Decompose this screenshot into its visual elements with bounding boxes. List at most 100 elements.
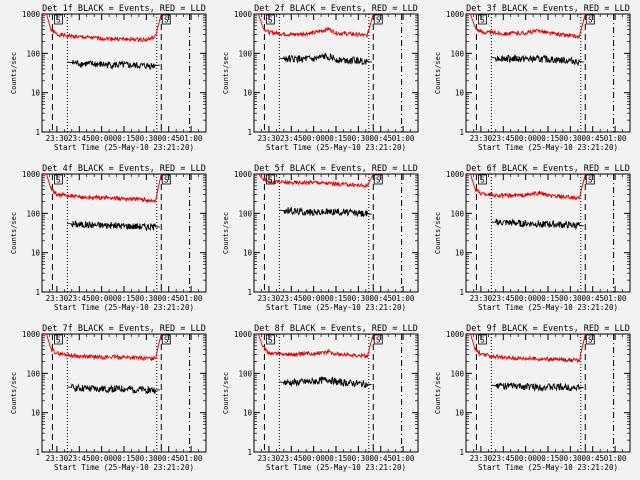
annotation-label: S <box>268 16 273 25</box>
y-axis-label: Counts/sec <box>10 372 18 414</box>
saa-annotation: S <box>373 14 383 25</box>
x-tick-label: 23:30 <box>258 454 281 463</box>
x-tick-label: 23:45 <box>68 134 91 143</box>
x-tick-label: 00:30 <box>347 294 370 303</box>
x-tick-label: 00:15 <box>325 454 348 463</box>
annotation-box <box>266 174 275 185</box>
x-tick-label: 00:30 <box>135 294 158 303</box>
events-series-line <box>279 52 372 66</box>
saa-annotation: S <box>266 334 275 345</box>
saa-annotation: S <box>266 14 275 25</box>
lld-series-line <box>258 13 374 39</box>
x-axis-label: Start Time (25-May-10 23:21:20) <box>54 303 194 312</box>
annotation-box <box>373 334 383 345</box>
x-tick-label: 00:00 <box>90 454 113 463</box>
saa-annotation: S <box>54 14 63 25</box>
y-tick-label: 10 <box>455 409 465 418</box>
annotation-box <box>266 334 275 345</box>
saa-annotation: S <box>373 174 383 185</box>
lld-series-line <box>258 173 374 189</box>
y-tick-label: 100 <box>238 49 252 58</box>
plot-frame <box>253 173 419 293</box>
annotation-label: S <box>376 336 381 345</box>
annotation-box <box>161 14 171 25</box>
x-tick-label: 01:00 <box>180 134 203 143</box>
x-tick-label: 23:45 <box>68 454 91 463</box>
x-tick-label: 00:00 <box>514 134 537 143</box>
y-tick-label: 1 <box>247 288 252 297</box>
x-tick-label: 00:15 <box>113 294 136 303</box>
annotation-box <box>585 334 595 345</box>
saa-annotation: S <box>585 174 595 185</box>
x-tick-label: 23:45 <box>68 294 91 303</box>
saa-annotation: S <box>478 334 487 345</box>
y-tick-label: 100 <box>450 209 464 218</box>
annotation-label: S <box>588 176 593 185</box>
plot-frame <box>465 173 631 293</box>
x-tick-label: 23:45 <box>280 454 303 463</box>
y-tick-label: 10 <box>243 249 253 258</box>
x-tick-label: 00:30 <box>135 454 158 463</box>
events-series-line <box>491 54 584 67</box>
annotation-box <box>54 174 63 185</box>
detector-panel-6: Det 6f BLACK = Events, RED = LLD 1 10 100 10… <box>434 164 631 312</box>
x-axis-label: Start Time (25-May-10 23:21:20) <box>54 463 194 472</box>
annotation-label: S <box>376 176 381 185</box>
y-tick-label: 1 <box>459 288 464 297</box>
annotation-box <box>373 14 383 25</box>
panel-title: Det 6f BLACK = Events, RED = LLD <box>466 164 630 174</box>
x-axis-label: Start Time (25-May-10 23:21:20) <box>478 463 618 472</box>
x-axis-label: Start Time (25-May-10 23:21:20) <box>266 303 406 312</box>
saa-annotation: S <box>54 334 63 345</box>
x-axis-label: Start Time (25-May-10 23:21:20) <box>266 463 406 472</box>
x-tick-label: 01:00 <box>392 134 415 143</box>
y-tick-label: 1 <box>459 128 464 137</box>
y-tick-label: 10 <box>455 249 465 258</box>
y-axis-label: Counts/sec <box>222 212 230 254</box>
annotation-box <box>585 174 595 185</box>
saa-annotation: S <box>478 14 487 25</box>
annotation-label: S <box>588 336 593 345</box>
x-tick-label: 23:45 <box>280 294 303 303</box>
y-tick-label: 100 <box>238 369 252 378</box>
detector-panel-9: Det 9f BLACK = Events, RED = LLD 1 10 100 10… <box>434 324 631 472</box>
saa-annotation: S <box>585 14 595 25</box>
y-tick-label: 10 <box>31 89 41 98</box>
annotation-box <box>266 14 275 25</box>
x-tick-label: 23:45 <box>280 134 303 143</box>
detector-panel-2: Det 2f BLACK = Events, RED = LLD 1 10 100 10… <box>222 4 419 152</box>
y-tick-label: 1000 <box>22 10 41 19</box>
panel-title: Det 9f BLACK = Events, RED = LLD <box>466 324 630 334</box>
detector-panel-7: Det 7f BLACK = Events, RED = LLD 1 10 100 10… <box>10 324 207 472</box>
saa-annotation: S <box>373 334 383 345</box>
annotation-label: S <box>588 16 593 25</box>
y-tick-label: 1000 <box>234 10 253 19</box>
detector-panel-4: Det 4f BLACK = Events, RED = LLD 1 10 100 10… <box>10 164 207 312</box>
events-series-line <box>279 206 372 217</box>
annotation-box <box>54 14 63 25</box>
saa-annotation: S <box>266 174 275 185</box>
x-tick-label: 00:15 <box>537 454 560 463</box>
y-tick-label: 10 <box>455 89 465 98</box>
x-tick-label: 00:00 <box>302 294 325 303</box>
x-tick-label: 00:15 <box>537 294 560 303</box>
annotation-label: S <box>480 336 485 345</box>
y-tick-label: 1000 <box>446 330 465 339</box>
annotation-box <box>478 174 487 185</box>
x-tick-label: 00:30 <box>347 134 370 143</box>
annotation-box <box>54 334 63 345</box>
plot-frame <box>465 333 631 453</box>
x-tick-label: 00:45 <box>581 454 604 463</box>
x-tick-label: 00:00 <box>90 294 113 303</box>
panel-title: Det 5f BLACK = Events, RED = LLD <box>254 164 418 174</box>
x-tick-label: 00:30 <box>347 454 370 463</box>
x-tick-label: 23:30 <box>46 454 69 463</box>
annotation-label: S <box>480 176 485 185</box>
annotation-box <box>161 334 171 345</box>
x-axis-label: Start Time (25-May-10 23:21:20) <box>478 143 618 152</box>
x-tick-label: 00:45 <box>157 454 180 463</box>
annotation-label: S <box>268 336 273 345</box>
x-tick-label: 00:00 <box>514 454 537 463</box>
x-tick-label: 00:15 <box>325 294 348 303</box>
lld-series-line <box>470 173 586 201</box>
